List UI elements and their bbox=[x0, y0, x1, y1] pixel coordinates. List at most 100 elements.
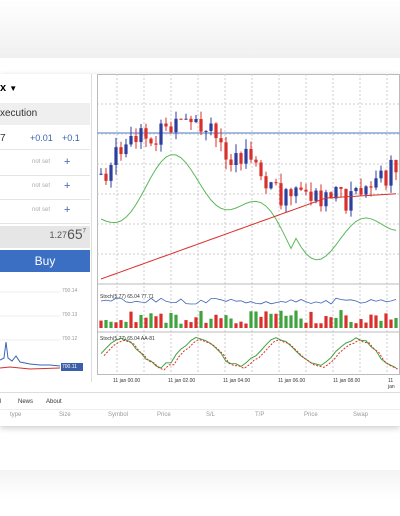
candle-body bbox=[284, 189, 288, 206]
volume-bar bbox=[339, 310, 343, 328]
candle-body bbox=[139, 128, 143, 143]
candle-body bbox=[269, 182, 273, 189]
candle-body bbox=[339, 186, 343, 189]
volume-bar bbox=[114, 322, 118, 328]
add[interactable]: + bbox=[64, 156, 71, 168]
candle-body bbox=[324, 192, 328, 207]
candle-body bbox=[164, 123, 168, 127]
volume-line bbox=[100, 297, 397, 305]
volume-bar bbox=[149, 313, 153, 328]
price-small: 7 bbox=[82, 228, 86, 235]
step[interactable]: +0.01 bbox=[30, 133, 53, 143]
tab[interactable]: About bbox=[46, 399, 62, 405]
candle-body bbox=[129, 135, 133, 145]
candle-body bbox=[359, 188, 363, 195]
candle-body bbox=[184, 118, 188, 120]
candle-body bbox=[234, 153, 238, 165]
volume-bar bbox=[269, 313, 273, 328]
candle-body bbox=[124, 144, 128, 155]
volume-bar bbox=[219, 318, 223, 328]
time-label: 11 jan 08.00 bbox=[333, 378, 361, 384]
volume-bar bbox=[179, 323, 183, 328]
volume-bar bbox=[304, 322, 308, 328]
candle-body bbox=[109, 165, 113, 181]
mini-line bbox=[0, 366, 61, 370]
candle-body bbox=[384, 170, 388, 186]
tab[interactable]: l bbox=[0, 399, 2, 405]
indicator-label: Stoch(5.77) 65.04 AA-81 bbox=[100, 336, 155, 342]
order-label: not set bbox=[32, 183, 51, 189]
volume-bar bbox=[389, 319, 393, 328]
volume-bar bbox=[364, 322, 368, 328]
candle-body bbox=[309, 191, 313, 201]
ma-line bbox=[100, 154, 397, 261]
candle-body bbox=[204, 130, 208, 132]
volume-bar bbox=[164, 322, 168, 328]
candle-body bbox=[249, 148, 253, 160]
time-label: 11 jan 06.00 bbox=[278, 378, 306, 384]
candle-body bbox=[214, 123, 218, 139]
candle-body bbox=[169, 126, 173, 133]
time-label: 11 jan 04.00 bbox=[223, 378, 251, 384]
mini-label: 700.13 bbox=[62, 312, 78, 318]
mini-label: 700.12 bbox=[62, 336, 78, 342]
quote-row: 7 +0.01 +0.1 bbox=[0, 126, 90, 150]
price-big: 65 bbox=[67, 226, 83, 242]
candle-body bbox=[149, 138, 153, 144]
volume-bar bbox=[384, 313, 388, 328]
volume-bar bbox=[124, 321, 128, 328]
candle-body bbox=[104, 173, 108, 181]
volume-bar bbox=[209, 318, 213, 328]
symbol[interactable]: x ▼ bbox=[0, 82, 18, 94]
column-header: S/L bbox=[206, 412, 216, 418]
tab[interactable]: News bbox=[18, 399, 34, 405]
volume-bar bbox=[189, 322, 193, 328]
candle-body bbox=[209, 123, 213, 131]
price-chart bbox=[97, 74, 400, 375]
add[interactable]: + bbox=[64, 204, 71, 216]
order-row: not set + bbox=[0, 200, 90, 224]
order-label: not set bbox=[32, 207, 51, 213]
column-header: Price bbox=[157, 412, 171, 418]
volume-bar bbox=[264, 311, 268, 328]
volume-bar bbox=[314, 323, 318, 328]
volume-bar bbox=[119, 320, 123, 328]
volume-bar bbox=[109, 321, 113, 328]
volume-bar bbox=[369, 314, 373, 328]
volume-bar bbox=[199, 310, 203, 328]
frame-shadow bbox=[0, 470, 400, 500]
current-box bbox=[61, 363, 83, 371]
mode: xecution bbox=[0, 103, 90, 125]
add[interactable]: + bbox=[64, 180, 71, 192]
volume-bar bbox=[159, 313, 163, 328]
stoch-line bbox=[103, 338, 400, 371]
divider bbox=[0, 409, 400, 410]
volume-bar bbox=[234, 323, 238, 328]
candle-body bbox=[374, 178, 378, 188]
candle-body bbox=[259, 162, 263, 177]
buy-button[interactable]: Buy bbox=[0, 250, 90, 272]
candle-body bbox=[119, 147, 123, 155]
volume-bar bbox=[144, 317, 148, 328]
candle-body bbox=[334, 186, 338, 199]
volume-bar bbox=[229, 318, 233, 328]
column-header: Symbol bbox=[108, 412, 129, 418]
candle-body bbox=[114, 147, 118, 166]
volume-bar bbox=[379, 320, 383, 328]
candle-body bbox=[174, 118, 178, 133]
price: 1.27657 bbox=[0, 226, 90, 248]
candle-body bbox=[199, 119, 203, 132]
column-header: type bbox=[10, 412, 22, 418]
volume-bar bbox=[279, 310, 283, 328]
volume-bar bbox=[294, 310, 298, 328]
candle-body bbox=[354, 188, 358, 192]
candle-body bbox=[364, 186, 368, 195]
candle-body bbox=[294, 187, 298, 197]
candle-body bbox=[319, 190, 323, 207]
step[interactable]: +0.1 bbox=[62, 133, 80, 143]
volume-bar bbox=[334, 317, 338, 328]
candle-body bbox=[224, 142, 228, 160]
candle-body bbox=[219, 138, 223, 143]
ma-line bbox=[100, 193, 397, 280]
